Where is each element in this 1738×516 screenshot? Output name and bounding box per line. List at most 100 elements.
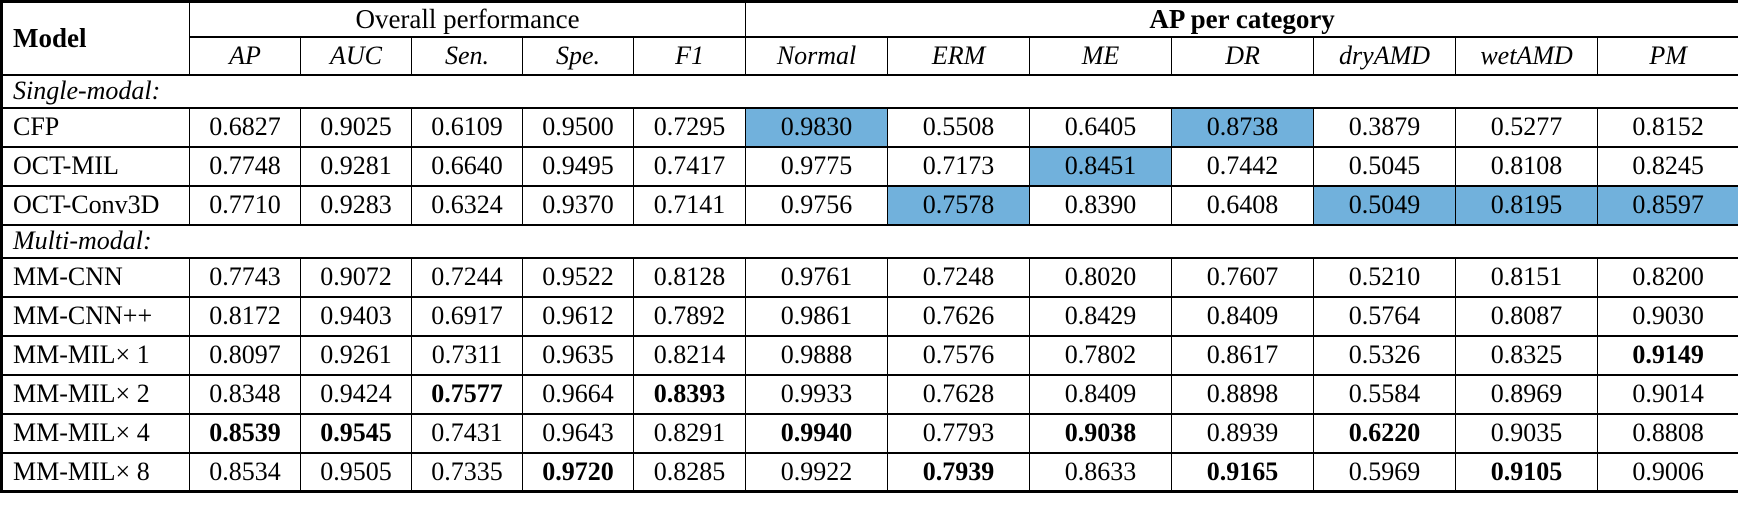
metric-value: 0.7802 bbox=[1029, 334, 1173, 376]
metric-value: 0.7892 bbox=[632, 295, 747, 337]
model-name: CFP bbox=[1, 106, 190, 148]
metric-value: 0.8969 bbox=[1455, 373, 1599, 415]
metric-value: 0.8245 bbox=[1597, 145, 1738, 187]
model-name: MM-MIL× 4 bbox=[1, 412, 190, 454]
metric-value: 0.8152 bbox=[1597, 106, 1738, 148]
metric-value: 0.8200 bbox=[1597, 256, 1738, 298]
metric-value: 0.8128 bbox=[632, 256, 747, 298]
metric-value: 0.7295 bbox=[632, 106, 747, 148]
metric-value: 0.7442 bbox=[1171, 145, 1315, 187]
metric-value: 0.5049 bbox=[1313, 184, 1457, 226]
metric-value: 0.9149 bbox=[1597, 334, 1738, 376]
column-header-auc: AUC bbox=[300, 35, 412, 76]
metric-value: 0.8393 bbox=[632, 373, 747, 415]
metric-value: 0.7431 bbox=[411, 412, 523, 454]
metric-value: 0.6405 bbox=[1029, 106, 1173, 148]
metric-value: 0.9775 bbox=[745, 145, 889, 187]
column-header-pm: PM bbox=[1597, 35, 1738, 76]
metric-value: 0.8390 bbox=[1029, 184, 1173, 226]
column-header-wetamd: wetAMD bbox=[1455, 35, 1599, 76]
model-name: MM-MIL× 2 bbox=[1, 373, 190, 415]
metric-value: 0.7577 bbox=[411, 373, 523, 415]
model-name: MM-CNN bbox=[1, 256, 190, 298]
metric-value: 0.9720 bbox=[522, 451, 634, 493]
metric-value: 0.7628 bbox=[887, 373, 1031, 415]
metric-value: 0.8738 bbox=[1171, 106, 1315, 148]
metric-value: 0.7335 bbox=[411, 451, 523, 493]
metric-value: 0.8898 bbox=[1171, 373, 1315, 415]
metric-value: 0.9038 bbox=[1029, 412, 1173, 454]
metric-value: 0.6917 bbox=[411, 295, 523, 337]
metric-value: 0.8285 bbox=[632, 451, 747, 493]
metric-value: 0.9261 bbox=[300, 334, 412, 376]
metric-value: 0.7248 bbox=[887, 256, 1031, 298]
metric-value: 0.8534 bbox=[189, 451, 301, 493]
section-row-single-modal: Single-modal: bbox=[0, 73, 1738, 109]
metric-value: 0.9545 bbox=[300, 412, 412, 454]
metric-value: 0.7578 bbox=[887, 184, 1031, 226]
table-row-oct-mil: OCT-MIL 0.7748 0.9281 0.6640 0.9495 0.74… bbox=[1, 145, 1738, 187]
table-row-mm-cnn: MM-CNN 0.7743 0.9072 0.7244 0.9522 0.812… bbox=[1, 256, 1738, 298]
metric-value: 0.7748 bbox=[189, 145, 301, 187]
metric-value: 0.9664 bbox=[522, 373, 634, 415]
metric-value: 0.9495 bbox=[522, 145, 634, 187]
metric-value: 0.9105 bbox=[1455, 451, 1599, 493]
table-row-mm-mil-8: MM-MIL× 8 0.8534 0.9505 0.7335 0.9720 0.… bbox=[1, 451, 1738, 493]
column-header-me: ME bbox=[1029, 35, 1173, 76]
metric-value: 0.9922 bbox=[745, 451, 889, 493]
metric-value: 0.8429 bbox=[1029, 295, 1173, 337]
metric-value: 0.8172 bbox=[189, 295, 301, 337]
metric-value: 0.8325 bbox=[1455, 334, 1599, 376]
column-header-erm: ERM bbox=[887, 35, 1031, 76]
metric-value: 0.8087 bbox=[1455, 295, 1599, 337]
metric-value: 0.9370 bbox=[522, 184, 634, 226]
metric-value: 0.9072 bbox=[300, 256, 412, 298]
table-row-mm-mil-2: MM-MIL× 2 0.8348 0.9424 0.7577 0.9664 0.… bbox=[1, 373, 1738, 415]
metric-value: 0.5584 bbox=[1313, 373, 1457, 415]
metric-value: 0.8451 bbox=[1029, 145, 1173, 187]
metric-value: 0.9933 bbox=[745, 373, 889, 415]
metric-value: 0.5210 bbox=[1313, 256, 1457, 298]
metric-value: 0.9424 bbox=[300, 373, 412, 415]
metric-value: 0.9403 bbox=[300, 295, 412, 337]
group-header-row: Model Overall performance AP per categor… bbox=[1, 0, 1738, 76]
metric-value: 0.9643 bbox=[522, 412, 634, 454]
metric-value: 0.9281 bbox=[300, 145, 412, 187]
metric-value: 0.7173 bbox=[887, 145, 1031, 187]
column-header-spe: Spe. bbox=[522, 35, 634, 76]
column-header-normal: Normal bbox=[745, 35, 889, 76]
metric-value: 0.7311 bbox=[411, 334, 523, 376]
metric-value: 0.9025 bbox=[300, 106, 412, 148]
model-name: OCT-MIL bbox=[1, 145, 190, 187]
section-label: Multi-modal: bbox=[0, 223, 1738, 259]
metric-value: 0.7417 bbox=[632, 145, 747, 187]
column-header-dryamd: dryAMD bbox=[1313, 35, 1457, 76]
metric-value: 0.8020 bbox=[1029, 256, 1173, 298]
metric-value: 0.6408 bbox=[1171, 184, 1315, 226]
metric-value: 0.8291 bbox=[632, 412, 747, 454]
metric-value: 0.9761 bbox=[745, 256, 889, 298]
model-name: MM-MIL× 1 bbox=[1, 334, 190, 376]
metric-value: 0.8808 bbox=[1597, 412, 1738, 454]
metric-value: 0.8108 bbox=[1455, 145, 1599, 187]
metric-value: 0.7743 bbox=[189, 256, 301, 298]
metric-value: 0.3879 bbox=[1313, 106, 1457, 148]
metric-value: 0.9165 bbox=[1171, 451, 1315, 493]
metric-value: 0.5045 bbox=[1313, 145, 1457, 187]
metric-value: 0.5764 bbox=[1313, 295, 1457, 337]
metric-value: 0.9006 bbox=[1597, 451, 1738, 493]
section-row-multi-modal: Multi-modal: bbox=[0, 223, 1738, 259]
metric-value: 0.7793 bbox=[887, 412, 1031, 454]
table-row-oct-conv3d: OCT-Conv3D 0.7710 0.9283 0.6324 0.9370 0… bbox=[1, 184, 1738, 226]
metric-value: 0.7576 bbox=[887, 334, 1031, 376]
metric-value: 0.9940 bbox=[745, 412, 889, 454]
metric-value: 0.8409 bbox=[1029, 373, 1173, 415]
metric-value: 0.8617 bbox=[1171, 334, 1315, 376]
metric-value: 0.8097 bbox=[189, 334, 301, 376]
metric-value: 0.6640 bbox=[411, 145, 523, 187]
section-label: Single-modal: bbox=[0, 73, 1738, 109]
model-name: OCT-Conv3D bbox=[1, 184, 190, 226]
metric-value: 0.8195 bbox=[1455, 184, 1599, 226]
group-header-ap-per-category: AP per category bbox=[745, 0, 1738, 38]
metric-value: 0.7939 bbox=[887, 451, 1031, 493]
